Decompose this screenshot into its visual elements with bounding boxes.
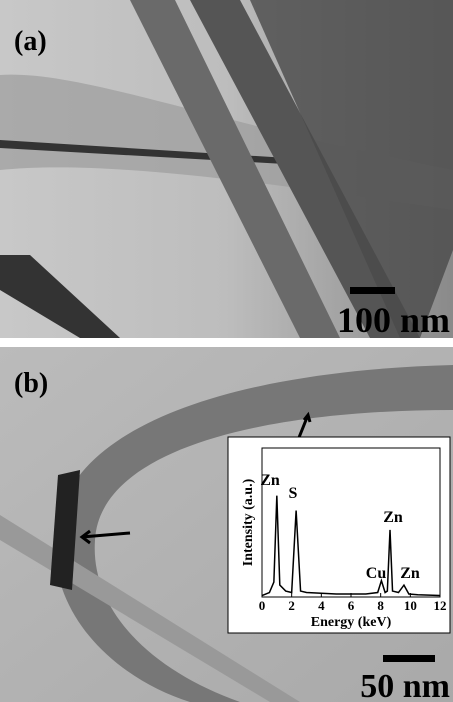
y-axis-label: Intensity (a.u.) [241,478,256,566]
x-tick-label: 6 [348,598,355,613]
scale-bar [350,287,395,294]
panel-label: (a) [14,26,47,57]
x-tick-label: 2 [288,598,295,613]
peak-label: Cu [366,565,387,582]
x-tick-label: 0 [259,598,266,613]
x-tick-label: 4 [318,598,325,613]
x-tick-label: 12 [434,598,447,613]
peak-label: Zn [260,472,280,489]
panel-a: (a) 100 nm [0,0,453,340]
figure: (a) 100 nm (b) 50 nm 0 2 4 6 8 10 12 Energy (ke… [0,0,453,702]
peak-label: Zn [383,509,403,526]
scale-label: 100 nm [337,300,450,340]
x-tick-label: 10 [404,598,417,613]
scale-label: 50 nm [360,668,450,702]
x-tick-label: 8 [377,598,384,613]
x-axis-label: Energy (keV) [311,615,392,630]
peak-label: S [289,485,298,502]
panel-label: (b) [14,368,48,399]
peak-label: Zn [400,565,420,582]
scale-bar [383,655,435,662]
